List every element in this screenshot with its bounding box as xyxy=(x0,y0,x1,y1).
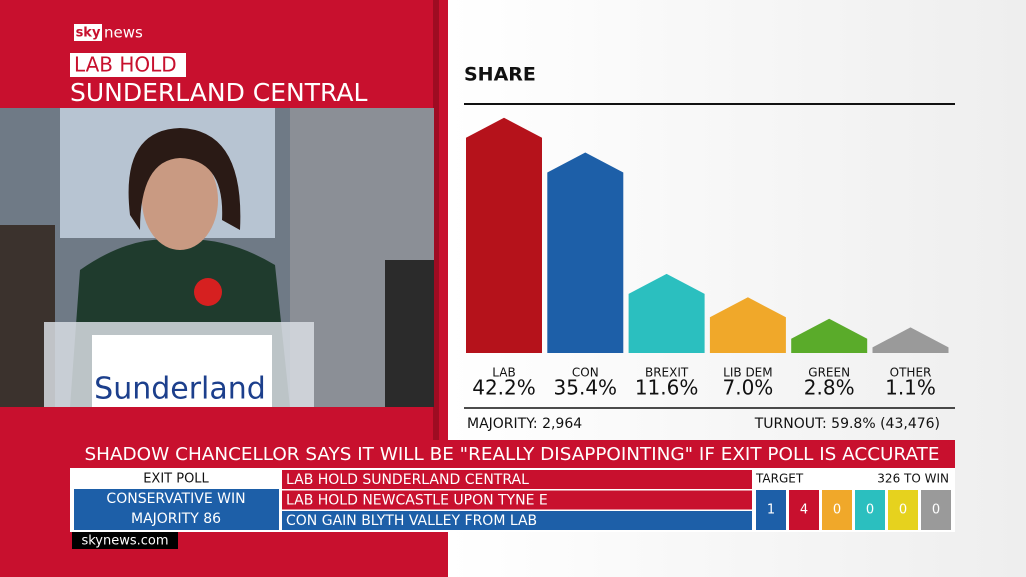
value-label: 2.8% xyxy=(804,376,855,400)
logo-sky: sky xyxy=(76,26,101,41)
category-label: CON xyxy=(572,366,599,380)
lectern-text: Sunderland xyxy=(94,372,266,407)
result-text: LAB HOLD SUNDERLAND CENTRAL xyxy=(286,472,529,488)
bar xyxy=(547,152,624,353)
exit-poll-line2: MAJORITY 86 xyxy=(131,511,221,527)
ticker: SHADOW CHANCELLOR SAYS IT WILL BE "REALL… xyxy=(85,444,940,465)
results: LAB HOLD SUNDERLAND CENTRAL LAB HOLD NEWC… xyxy=(282,470,752,530)
logo-news: news xyxy=(104,24,143,42)
category-label: OTHER xyxy=(890,366,932,380)
result-box xyxy=(282,511,752,530)
speaker-face xyxy=(142,150,218,250)
majority: MAJORITY: 2,964 xyxy=(467,416,582,432)
target-boxes: 1 4 0 0 0 0 xyxy=(756,490,951,530)
exit-poll-box xyxy=(74,489,279,530)
chart-title: SHARE xyxy=(464,64,536,86)
bar xyxy=(466,117,542,353)
result-text: LAB HOLD NEWCASTLE UPON TYNE E xyxy=(286,493,548,509)
category-label: BREXIT xyxy=(645,366,689,380)
ticker-bar xyxy=(70,440,955,468)
turnout: TURNOUT: 59.8% (43,476) xyxy=(754,416,940,432)
category-label: GREEN xyxy=(808,366,850,380)
result-text: CON GAIN BLYTH VALLEY FROM LAB xyxy=(286,513,537,529)
target-box xyxy=(921,490,951,530)
website-box xyxy=(72,532,178,549)
value-label: 42.2% xyxy=(472,376,536,400)
person-right xyxy=(385,260,434,407)
target-box xyxy=(822,490,852,530)
target-value: 4 xyxy=(800,503,808,518)
target-value: 0 xyxy=(932,503,940,518)
category-label: LIB DEM xyxy=(723,366,772,380)
category-label: LAB xyxy=(492,366,515,380)
photo: Sunderland xyxy=(0,108,434,407)
website: skynews.com xyxy=(81,534,168,549)
target-label: TARGET xyxy=(755,472,804,486)
value-label: 11.6% xyxy=(635,376,699,400)
bar xyxy=(872,327,949,353)
target-value: 0 xyxy=(866,503,874,518)
value-label: 1.1% xyxy=(885,376,936,400)
result-box xyxy=(282,490,752,510)
seat: SUNDERLAND CENTRAL xyxy=(70,78,367,107)
target-to-win: 326 TO WIN xyxy=(877,472,949,486)
lectern-panel xyxy=(92,335,272,407)
rosette xyxy=(194,278,222,306)
target-box xyxy=(789,490,819,530)
value-label: 35.4% xyxy=(554,376,618,400)
exit-poll-label: EXIT POLL xyxy=(143,472,209,487)
target-value: 0 xyxy=(833,503,841,518)
target-box xyxy=(855,490,885,530)
target-box xyxy=(888,490,918,530)
result: LAB HOLD xyxy=(74,53,177,77)
target-value: 0 xyxy=(899,503,907,518)
target-value: 1 xyxy=(767,503,775,518)
logo-sky-box xyxy=(74,24,102,41)
result-box xyxy=(70,53,186,77)
panel-stripe xyxy=(433,0,439,440)
exit-poll-line1: CONSERVATIVE WIN xyxy=(106,491,245,507)
speaker-hair xyxy=(128,128,241,230)
bar xyxy=(709,297,786,353)
result-box xyxy=(282,470,752,489)
bar xyxy=(791,318,868,353)
target-box xyxy=(756,490,786,530)
bar xyxy=(628,273,705,353)
value-label: 7.0% xyxy=(722,376,773,400)
